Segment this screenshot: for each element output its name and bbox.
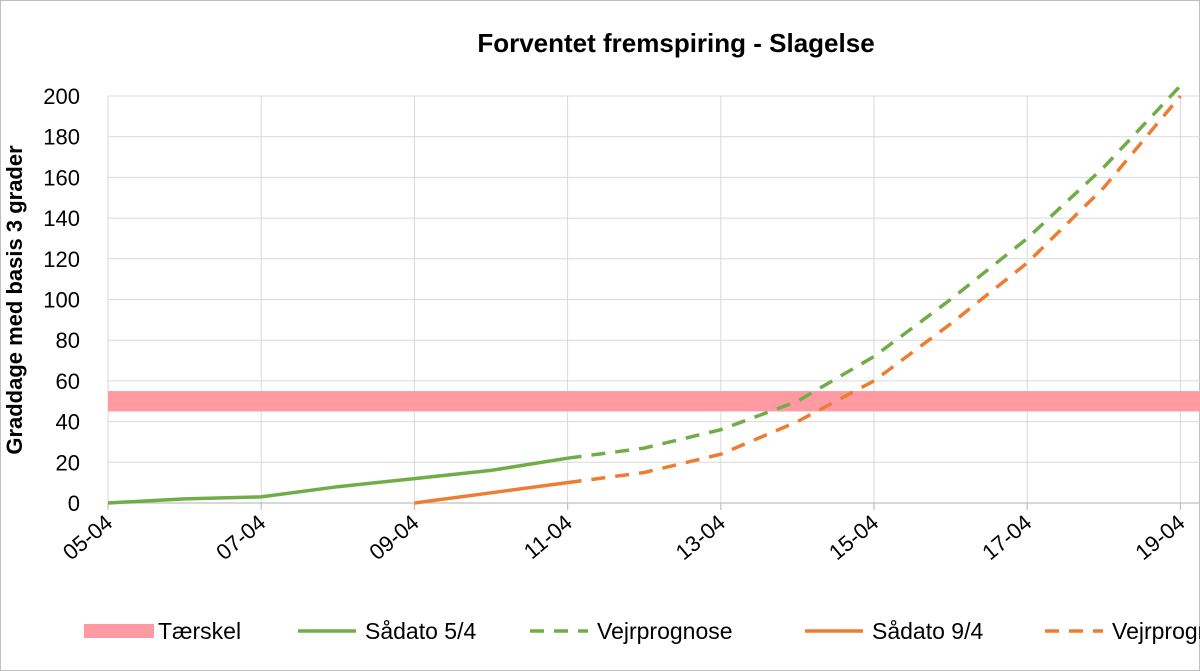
- y-tick-label: 0: [68, 491, 80, 516]
- y-tick-label: 160: [43, 165, 80, 190]
- legend-label: Vejrprognose: [1112, 618, 1200, 644]
- axes: [107, 502, 1200, 510]
- chart-title: Forventet fremspiring - Slagelse: [477, 28, 874, 58]
- legend-label: Sådato 9/4: [872, 618, 983, 644]
- y-tick-label: 80: [56, 328, 80, 353]
- y-tick-label: 20: [56, 450, 80, 475]
- legend-label: Vejrprognose: [597, 618, 733, 644]
- x-tick-label: 05-04: [58, 510, 117, 565]
- series-lines: [107, 84, 1182, 505]
- x-tick-label: 19-04: [1130, 510, 1189, 565]
- legend-item: Vejrprognose: [1045, 618, 1200, 644]
- series-line-observed-orange: [414, 480, 568, 505]
- y-tick-label: 200: [43, 84, 80, 109]
- y-axis-label: Graddage med basis 3 grader: [2, 145, 27, 455]
- x-tick-label: 11-04: [519, 510, 577, 564]
- x-tick-label: 09-04: [364, 510, 423, 565]
- series-line-forecast-orange: [567, 94, 1182, 485]
- y-tick-label: 180: [43, 125, 80, 150]
- grid-lines: [107, 95, 1200, 504]
- legend-item: Sådato 9/4: [805, 618, 983, 644]
- legend-swatch-band: [84, 624, 154, 638]
- legend-item: Sådato 5/4: [298, 618, 476, 644]
- legend-label: Sådato 5/4: [365, 618, 476, 644]
- threshold-band: [108, 391, 1200, 412]
- legend-label: Tærskel: [158, 618, 241, 644]
- y-tick-label: 60: [56, 369, 80, 394]
- legend-item: Tærskel: [84, 618, 241, 644]
- y-tick-label: 100: [43, 288, 80, 313]
- x-tick-label: 15-04: [824, 510, 883, 565]
- y-tick-labels: 0 20 40 60 80 100 120 140 160 180 200: [43, 84, 80, 516]
- x-tick-label: 07-04: [211, 510, 270, 565]
- series-line-observed-green: [107, 456, 568, 505]
- x-tick-label: 13-04: [671, 510, 730, 565]
- legend-item: Vejrprognose: [530, 618, 733, 644]
- legend: Tærskel Sådato 5/4 Vejrprognose Sådato 9/4 V…: [84, 618, 1200, 644]
- x-tick-labels: 05-04 07-04 09-04 11-04 13-04 15-04 17-04 19-04: [58, 510, 1190, 565]
- y-tick-label: 40: [56, 410, 80, 435]
- series-line-forecast-green: [567, 84, 1182, 460]
- y-tick-label: 120: [43, 247, 80, 272]
- x-tick-label: 17-04: [977, 510, 1036, 565]
- y-tick-label: 140: [43, 206, 80, 231]
